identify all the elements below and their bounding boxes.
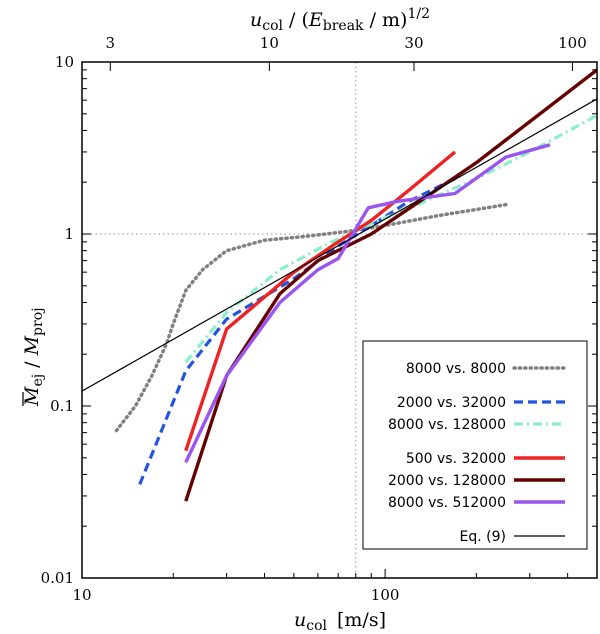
series-line-2 <box>184 113 597 364</box>
top-tick-label: 10 <box>260 34 279 52</box>
legend-box <box>362 340 588 550</box>
series-line-0 <box>114 202 508 433</box>
series-line-6 <box>82 98 597 392</box>
y-tick-label: 10 <box>55 53 74 71</box>
x-tick-label: 10 <box>72 586 91 604</box>
series-lines <box>82 68 597 502</box>
legend-label-5: 8000 vs. 512000 <box>388 495 506 511</box>
series-line-4 <box>184 68 597 502</box>
legend-label-2: 8000 vs. 128000 <box>388 417 506 433</box>
legend-label-4: 2000 vs. 128000 <box>388 473 506 489</box>
plot-frame <box>81 61 598 579</box>
legend: 8000 vs. 8000 2000 vs. 32000 8000 vs. 1280… <box>362 340 588 550</box>
legend-label-3: 500 vs. 32000 <box>406 451 506 467</box>
y-axis-title: Mej / Mproj <box>21 308 46 408</box>
top-axis-title: ucol / (Ebreak / m)1/2 <box>250 6 430 34</box>
top-tick-label: 100 <box>558 34 587 52</box>
legend-label-6: Eq. (9) <box>460 529 506 545</box>
legend-label-1: 2000 vs. 32000 <box>397 395 506 411</box>
x-axis-title: ucol [m/s] <box>294 609 386 634</box>
top-tick-label: 3 <box>106 34 116 52</box>
series-line-5 <box>184 143 551 464</box>
y-tick-label: 0.1 <box>50 397 74 415</box>
axis-ticks: 10 100 0.01 0.1 1 10 3 10 30 100 <box>41 34 598 604</box>
y-tick-label: 1 <box>64 225 74 243</box>
x-tick-label: 100 <box>371 586 400 604</box>
top-tick-label: 30 <box>404 34 423 52</box>
y-tick-label: 0.01 <box>41 569 74 587</box>
legend-label-0: 8000 vs. 8000 <box>406 361 506 377</box>
series-line-3 <box>184 150 457 452</box>
